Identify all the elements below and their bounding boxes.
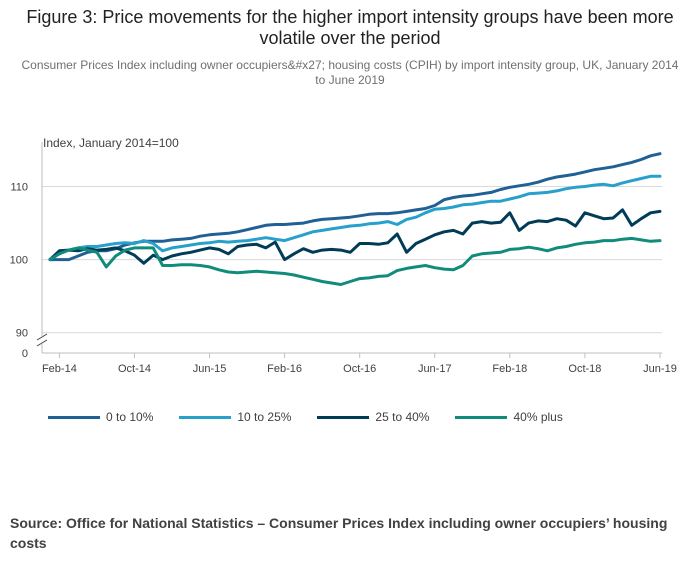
source-note: Source: Office for National Statistics –… bbox=[10, 515, 668, 551]
legend-item[interactable]: 0 to 10% bbox=[48, 410, 153, 424]
y-tick-label: 90 bbox=[16, 328, 28, 340]
legend-label: 25 to 40% bbox=[375, 410, 430, 424]
axis-break-mark bbox=[36, 339, 48, 347]
x-tick-label: Feb-14 bbox=[42, 363, 77, 375]
axis-break-gap bbox=[36, 336, 48, 344]
x-tick-label: Oct-16 bbox=[343, 363, 376, 375]
x-tick-label: Oct-14 bbox=[118, 363, 151, 375]
x-tick-label: Feb-18 bbox=[492, 363, 527, 375]
legend-item[interactable]: 10 to 25% bbox=[179, 410, 291, 424]
legend-item[interactable]: 40% plus bbox=[455, 410, 563, 424]
series-line-0-to-10-[interactable] bbox=[48, 152, 662, 262]
x-tick-label: Feb-16 bbox=[267, 363, 302, 375]
line-chart: Index, January 2014=100 90 100 110 0 Feb-14 O… bbox=[10, 136, 677, 375]
legend: 0 to 10% 10 to 25% 25 to 40% 40% plus bbox=[48, 406, 589, 428]
legend-swatch bbox=[317, 415, 370, 419]
x-tick-label: Jun-17 bbox=[418, 363, 452, 375]
x-tick-label: Jun-19 bbox=[643, 363, 677, 375]
legend-item[interactable]: 25 to 40% bbox=[317, 410, 429, 424]
legend-label: 0 to 10% bbox=[106, 410, 154, 424]
chart-title: Figure 3: Price movements for the higher… bbox=[26, 7, 674, 48]
series-line-10-to-25-[interactable] bbox=[48, 174, 662, 262]
y-axis-label: Index, January 2014=100 bbox=[43, 136, 179, 150]
y-tick-label: 110 bbox=[10, 182, 28, 194]
legend-label: 40% plus bbox=[513, 410, 563, 424]
series-line-25-to-40-[interactable] bbox=[48, 208, 662, 265]
series-line-40-plus[interactable] bbox=[48, 236, 662, 286]
axis-break-mark bbox=[36, 333, 48, 341]
legend-swatch bbox=[48, 415, 100, 419]
y-tick-label: 0 bbox=[22, 348, 28, 360]
legend-label: 10 to 25% bbox=[237, 410, 292, 424]
x-tick-label: Oct-18 bbox=[568, 363, 601, 375]
legend-swatch bbox=[455, 415, 508, 419]
y-tick-label: 100 bbox=[10, 255, 28, 267]
chart-subtitle: Consumer Prices Index including owner oc… bbox=[21, 58, 679, 87]
x-tick-label: Jun-15 bbox=[193, 363, 227, 375]
legend-swatch bbox=[179, 415, 232, 419]
